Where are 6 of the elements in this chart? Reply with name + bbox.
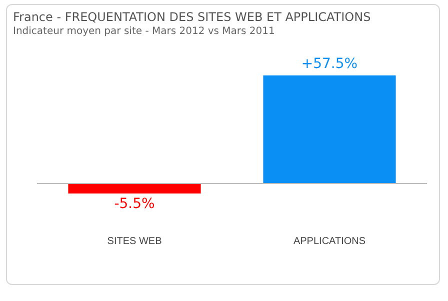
chart-subtitle: Indicateur moyen par site - Mars 2012 vs Mars 2011 [13, 26, 275, 37]
chart-title: France - FREQUENTATION DES SITES WEB ET APPLICATIONS [13, 10, 371, 24]
x-tick-label: SITES WEB [107, 236, 162, 247]
data-label: +57.5% [301, 56, 358, 72]
x-tick-label: APPLICATIONS [293, 236, 366, 247]
data-label: -5.5% [114, 196, 155, 212]
